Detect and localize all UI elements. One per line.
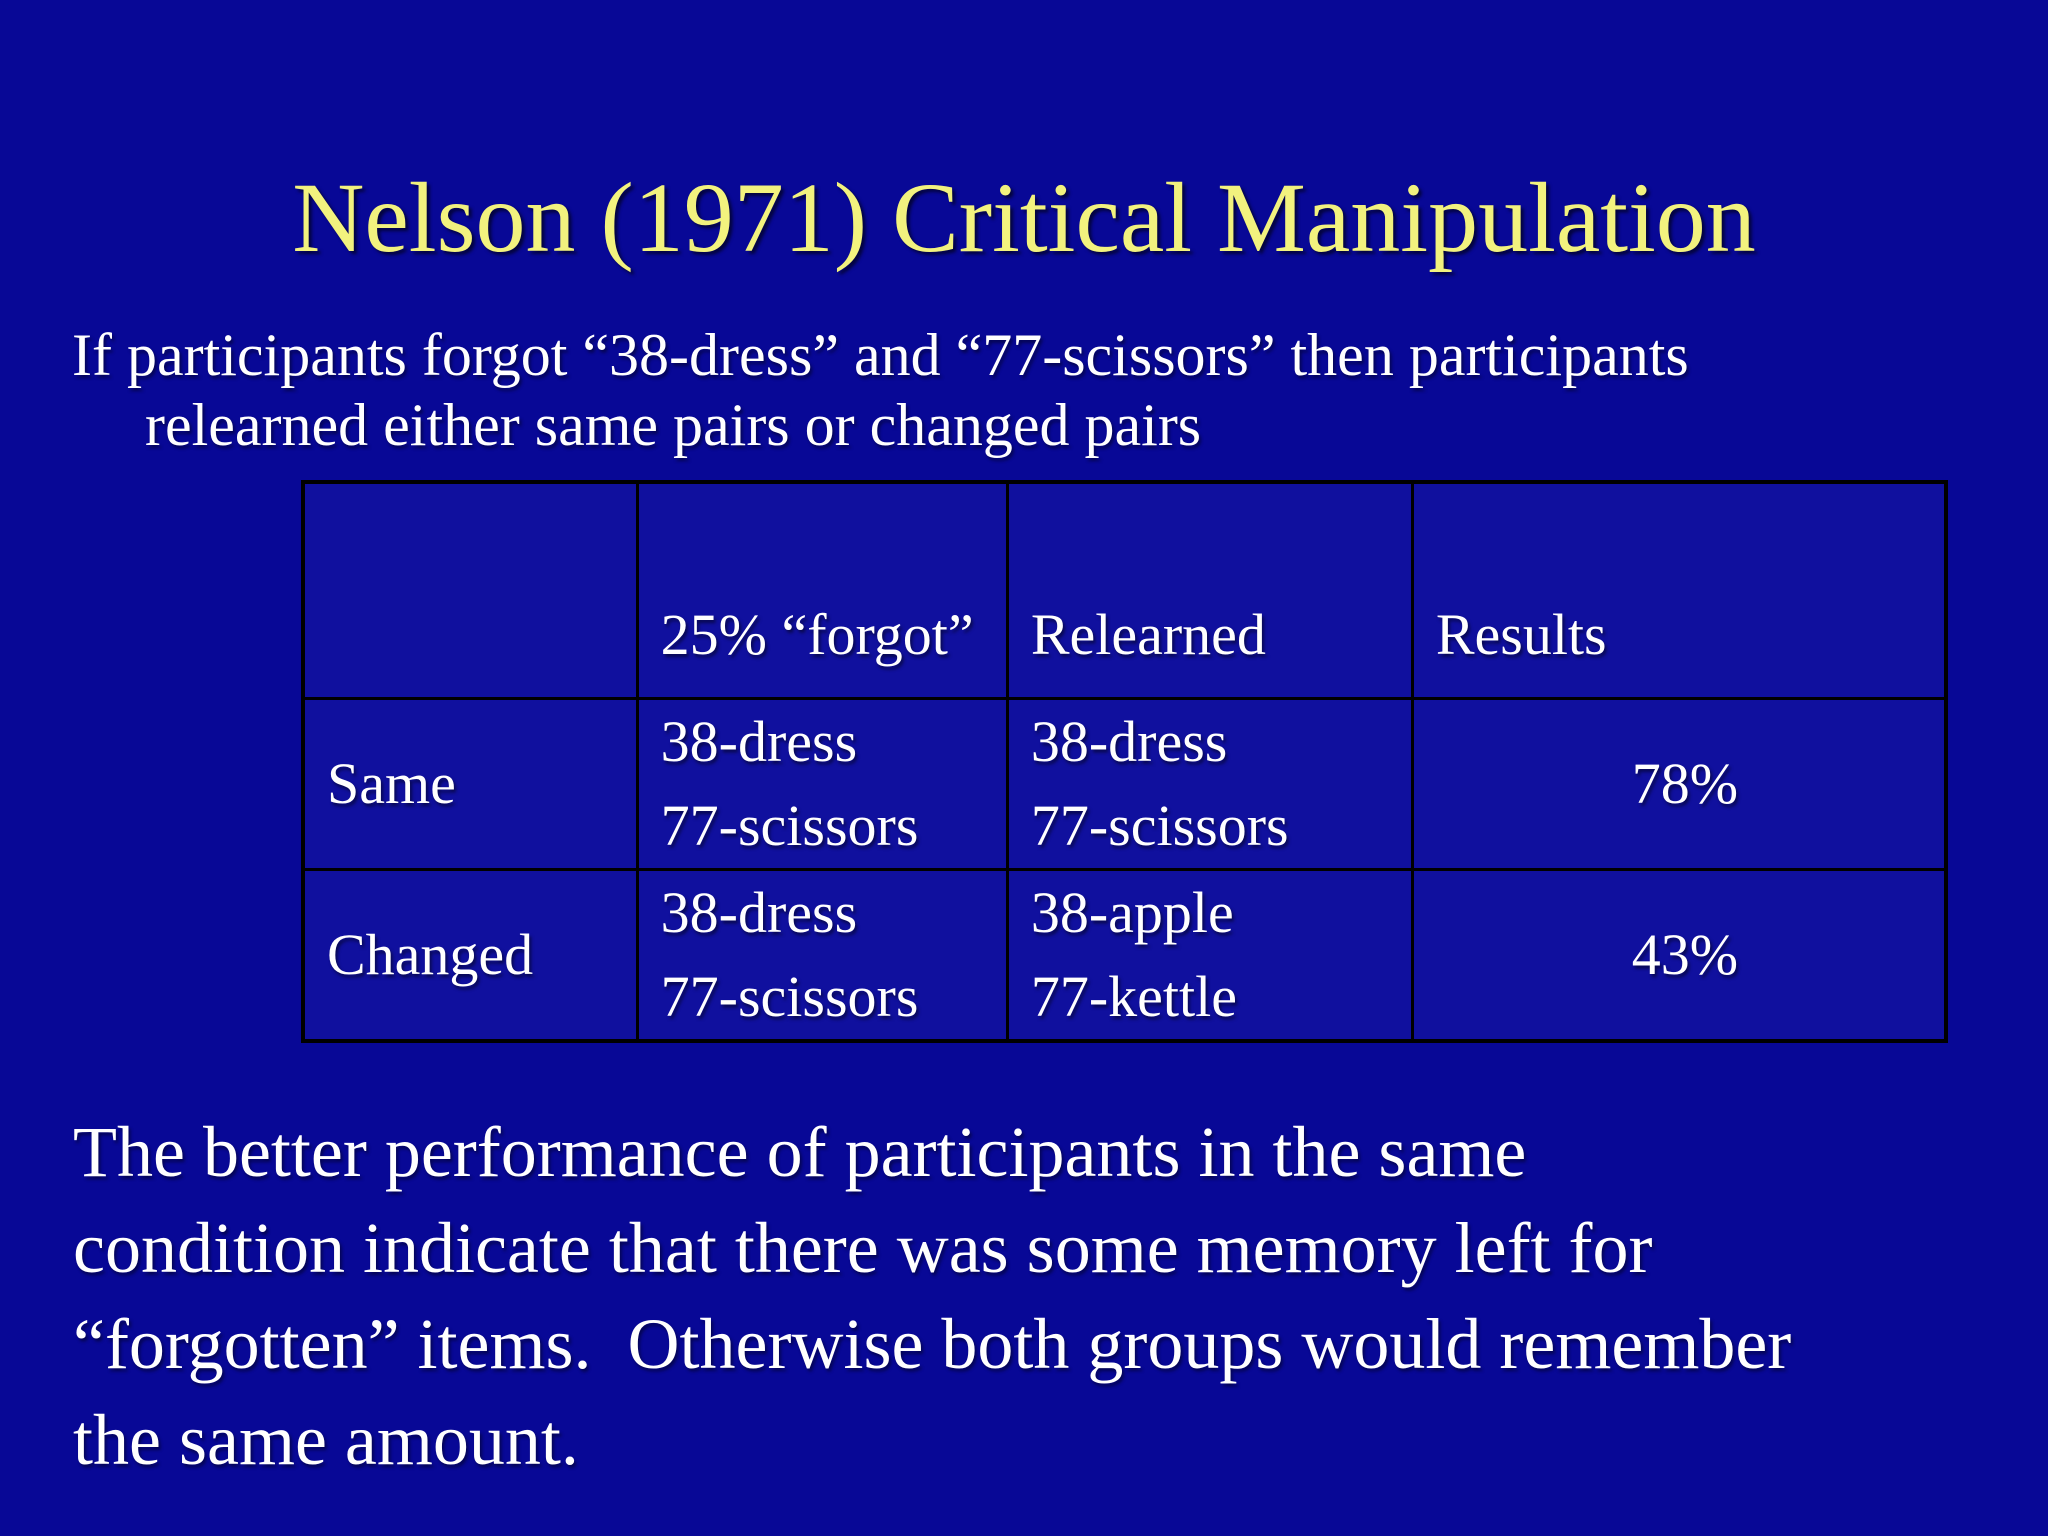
table-header-row: 25% “forgot” Relearned Results: [301, 480, 1948, 700]
conclusion-text: The better performance of participants i…: [73, 1112, 1792, 1480]
forgot-pairs-changed: 38-dress 77-scissors: [635, 868, 1009, 1043]
result-value-same: 78%: [1410, 696, 1948, 872]
table-row-changed: Changed 38-dress 77-scissors 38-apple 77…: [301, 868, 1948, 1043]
relearned-pairs-same: 38-dress 77-scissors: [1005, 696, 1414, 872]
header-cell-relearned: Relearned: [1005, 480, 1414, 700]
table-row-same: Same 38-dress 77-scissors 38-dress 77-sc…: [301, 696, 1948, 872]
intro-text: If participants forgot “38-dress” and “7…: [72, 322, 1689, 458]
result-value-changed: 43%: [1410, 868, 1948, 1043]
relearned-pairs-changed: 38-apple 77-kettle: [1005, 868, 1414, 1043]
slide-title: Nelson (1971) Critical Manipulation: [292, 162, 1756, 273]
results-table: 25% “forgot” Relearned Results Same 38-d…: [301, 480, 1948, 1044]
condition-label-changed: Changed: [301, 868, 639, 1043]
header-cell-empty: [301, 480, 639, 700]
header-cell-forgot: 25% “forgot”: [635, 480, 1009, 700]
forgot-pairs-same: 38-dress 77-scissors: [635, 696, 1009, 872]
condition-label-same: Same: [301, 696, 639, 872]
header-cell-results: Results: [1410, 480, 1948, 700]
